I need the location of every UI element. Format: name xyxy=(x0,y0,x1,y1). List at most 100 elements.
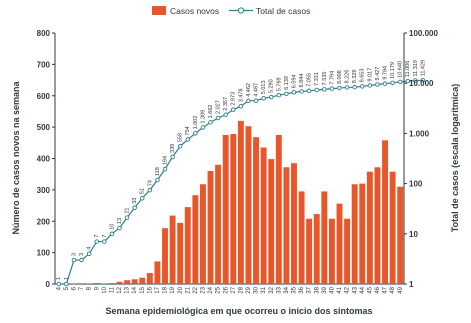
cumulative-value-label: 21 xyxy=(125,207,131,213)
bar xyxy=(93,283,100,284)
y-right-tick-label: 10.000 xyxy=(409,79,434,88)
cumulative-point xyxy=(390,80,395,86)
x-tick-label: 22 xyxy=(193,286,199,293)
x-tick-label: 45 xyxy=(367,286,373,293)
bar xyxy=(260,147,267,284)
x-tick-label: 5 xyxy=(64,286,70,290)
cumulative-point xyxy=(71,257,77,263)
cumulative-value-label: 11.006 xyxy=(405,61,411,77)
bar xyxy=(86,283,93,284)
bar xyxy=(139,277,146,284)
bar xyxy=(237,120,244,284)
cumulative-value-label: 7 xyxy=(102,235,108,238)
cumulative-value-label: 754 xyxy=(185,126,191,135)
cumulative-point xyxy=(276,92,282,98)
cumulative-point xyxy=(382,81,388,86)
x-tick-label: 25 xyxy=(216,286,222,293)
bar xyxy=(283,167,290,284)
cumulative-value-label: 7.331 xyxy=(314,72,320,86)
bar xyxy=(177,222,184,284)
cumulative-value-label: 7.794 xyxy=(329,71,335,85)
cumulative-value-label: 558 xyxy=(178,133,184,142)
bar xyxy=(184,207,191,284)
cumulative-value-label: 9.427 xyxy=(375,67,381,81)
bar xyxy=(268,159,275,284)
x-tick-label: 6 xyxy=(72,286,78,290)
cumulative-point xyxy=(299,89,304,94)
legend: Casos novos Total de casos xyxy=(152,6,310,16)
cumulative-value-label: 8.329 xyxy=(352,69,358,83)
x-tick-label: 17 xyxy=(155,286,161,293)
cumulative-value-label: 10.640 xyxy=(398,61,404,78)
cumulative-value-label: 2.357 xyxy=(223,97,229,111)
cumulative-point xyxy=(56,281,62,287)
bar xyxy=(230,134,237,284)
cumulative-value-label: 11.319 xyxy=(413,60,419,76)
cumulative-value-label: 6.139 xyxy=(284,76,290,90)
bar xyxy=(253,137,260,284)
cumulative-point xyxy=(117,225,122,231)
bar xyxy=(169,215,176,284)
x-tick-label: 37 xyxy=(307,286,313,293)
cumulative-point xyxy=(147,187,153,193)
cumulative-value-label: 1.309 xyxy=(200,110,206,124)
x-tick-label: 29 xyxy=(246,286,252,293)
bar xyxy=(366,171,373,284)
cumulative-point xyxy=(367,83,373,88)
y-left-tick-label: 100 xyxy=(37,249,51,258)
x-tick-label: 11 xyxy=(109,286,115,293)
cumulative-point xyxy=(124,215,130,220)
cumulative-point xyxy=(238,103,244,109)
cumulative-value-label: 74 xyxy=(147,180,153,186)
cumulative-point xyxy=(86,251,92,257)
x-tick-label: 26 xyxy=(223,286,229,293)
cumulative-point xyxy=(405,78,411,84)
x-tick-label: 42 xyxy=(345,286,351,293)
bar xyxy=(374,167,381,284)
x-tick-label: 7 xyxy=(79,286,85,290)
x-tick-label: 43 xyxy=(352,286,358,293)
cumulative-value-label: 2.027 xyxy=(216,100,222,114)
cumulative-point xyxy=(200,125,206,130)
bar xyxy=(222,134,229,284)
bar xyxy=(351,184,358,284)
cumulative-value-label: 3.478 xyxy=(238,88,244,102)
cumulative-point xyxy=(246,98,251,104)
cumulative-value-label: 33 xyxy=(132,198,138,204)
cumulative-value-label: 4.487 xyxy=(254,83,260,97)
cumulative-value-label: 7.535 xyxy=(322,72,328,86)
x-tick-label: 39 xyxy=(322,286,328,293)
x-tick-label: 28 xyxy=(238,286,244,293)
x-tick-label: 13 xyxy=(125,286,131,293)
cumulative-value-label: 339 xyxy=(170,144,176,153)
bar xyxy=(192,195,199,284)
cumulative-point xyxy=(337,85,342,91)
cumulative-value-label: 6.594 xyxy=(291,75,297,89)
cumulative-point xyxy=(329,86,335,91)
cumulative-point xyxy=(155,177,160,183)
legend-bar-swatch xyxy=(152,6,166,15)
cumulative-point xyxy=(215,115,221,121)
bar xyxy=(124,280,131,284)
x-tick-label: 30 xyxy=(254,286,260,293)
x-tick-label: 34 xyxy=(284,286,290,293)
cumulative-point xyxy=(306,88,312,94)
x-tick-label: 12 xyxy=(117,286,123,293)
bar xyxy=(245,126,252,284)
cumulative-value-label: 10.179 xyxy=(390,62,396,79)
cumulative-value-label: 1 xyxy=(56,277,62,280)
cumulative-point xyxy=(162,166,168,172)
x-tick-label: 16 xyxy=(147,286,153,293)
bar xyxy=(162,228,168,284)
bar xyxy=(344,218,351,284)
x-tick-label: 21 xyxy=(185,286,191,293)
cumulative-point xyxy=(268,94,274,100)
cumulative-point xyxy=(344,85,350,90)
line-series xyxy=(56,78,426,287)
x-tick-label: 20 xyxy=(178,286,184,293)
y-left-tick-label: 200 xyxy=(37,217,51,226)
cumulative-value-label: 1.662 xyxy=(208,105,214,119)
x-axis-title: Semana epidemiológica em que ocorreu o i… xyxy=(105,306,372,316)
cumulative-point xyxy=(170,154,175,160)
